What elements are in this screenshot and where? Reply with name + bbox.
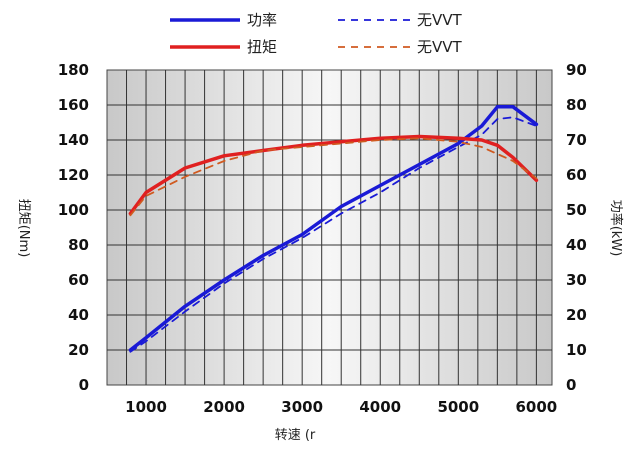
y-right-tick-label: 20 (566, 306, 587, 324)
right-axis-ticks: 0 10 20 30 40 50 60 70 80 90 (566, 61, 587, 394)
y-axis-right-title: 功率(kW) (608, 200, 624, 257)
y-left-tick-label: 160 (58, 96, 89, 114)
y-axis-left-title: 扭矩(Nm) (16, 199, 31, 258)
x-tick-label: 6000 (516, 398, 558, 416)
series-line-0 (128, 105, 539, 352)
y-right-tick-label: 30 (566, 271, 587, 289)
x-axis-title: 转速 (r (275, 428, 316, 443)
legend-label: 无VVT (417, 38, 463, 56)
y-left-tick-label: 180 (58, 61, 89, 79)
left-axis-ticks: 0 20 40 60 80 100 120 140 160 180 (58, 61, 89, 394)
x-tick-label: 3000 (281, 398, 323, 416)
x-tick-label: 2000 (203, 398, 245, 416)
y-left-tick-label: 20 (68, 341, 89, 359)
y-right-tick-label: 50 (566, 201, 587, 219)
y-left-tick-label: 120 (58, 166, 89, 184)
legend-label: 扭矩 (247, 38, 277, 56)
y-right-tick-label: 0 (566, 376, 576, 394)
series-lines (128, 105, 539, 353)
y-left-tick-label: 60 (68, 271, 89, 289)
y-right-tick-label: 70 (566, 131, 587, 149)
x-axis-ticks: 1000 2000 3000 4000 5000 6000 (125, 398, 557, 416)
series-line-1 (129, 116, 538, 353)
plot-area (106, 69, 553, 386)
x-tick-label: 1000 (125, 398, 167, 416)
series-line-2 (128, 134, 539, 216)
x-tick-label: 4000 (359, 398, 401, 416)
y-right-tick-label: 60 (566, 166, 587, 184)
y-right-tick-label: 40 (566, 236, 587, 254)
series-line-3 (129, 137, 538, 217)
legend-label: 无VVT (417, 11, 463, 29)
legend-label: 功率 (247, 11, 277, 29)
y-left-tick-label: 0 (79, 376, 89, 394)
y-left-tick-label: 100 (58, 201, 89, 219)
y-right-tick-label: 10 (566, 341, 587, 359)
y-left-tick-label: 80 (68, 236, 89, 254)
y-left-tick-label: 40 (68, 306, 89, 324)
y-right-tick-label: 90 (566, 61, 587, 79)
y-left-tick-label: 140 (58, 131, 89, 149)
y-right-tick-label: 80 (566, 96, 587, 114)
x-tick-label: 5000 (437, 398, 479, 416)
